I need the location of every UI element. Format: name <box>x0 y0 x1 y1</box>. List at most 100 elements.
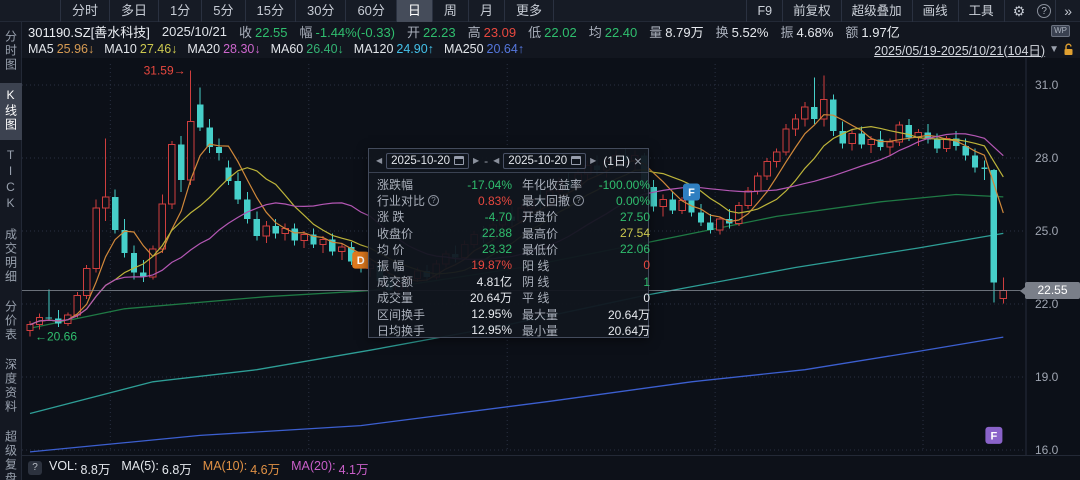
toolbar-f9[interactable]: F9 <box>746 0 782 22</box>
date-to-prev-button[interactable]: ◀ <box>493 156 500 165</box>
calendar-icon <box>571 156 582 165</box>
toolbar-tools[interactable]: 工具 <box>957 0 1004 22</box>
toolbar-right-actions: F9 前复权 超级叠加 画线 工具 ⚙?» <box>746 0 1080 22</box>
info-change-value: -1.44%(-0.33) <box>315 24 396 40</box>
stat-label: 区间换手 <box>377 307 426 322</box>
footer-value: 4.1万 <box>338 462 369 477</box>
stat-value: 4.81亿 <box>476 275 512 290</box>
tab-daily[interactable]: 日 <box>396 0 433 22</box>
left-view-sidebar: 分时图 K线图 TICK 成交明细分价表深度资料超级复盘 <box>0 22 22 480</box>
svg-text:28.0: 28.0 <box>1035 151 1059 165</box>
stat-label: 最大量 <box>522 307 559 322</box>
svg-text:22.0: 22.0 <box>1035 297 1059 311</box>
sidebar-item-depth-info[interactable]: 深度资料 <box>3 358 18 414</box>
svg-text:D: D <box>357 255 365 267</box>
stat-label: 开盘价 <box>522 210 559 225</box>
toolbar-drawing[interactable]: 画线 <box>911 0 958 22</box>
stat-row: 振 幅 19.87% 阳 线 0 <box>377 257 650 273</box>
stock-code-name[interactable]: 301190.SZ[善水科技] <box>28 24 150 40</box>
date-to-next-button[interactable]: ▶ <box>590 156 597 165</box>
tab-minute[interactable]: 分时 <box>61 0 111 22</box>
ma-value-ma20: 28.30↓ <box>223 42 261 56</box>
stat-value: 0.83% <box>477 193 512 208</box>
stat-value: 12.95% <box>471 307 512 321</box>
svg-text:F: F <box>991 430 998 442</box>
ma-value-ma120: 24.90↑ <box>396 42 434 56</box>
sidebar-item-trade-detail[interactable]: 成交明细 <box>3 228 18 284</box>
ma-label-ma10: MA10 <box>104 42 137 56</box>
stat-row: 区间换手 12.95% 最大量 20.64万 <box>377 306 650 322</box>
question-circle-icon[interactable]: ? <box>573 195 585 207</box>
footer-value: 8.8万 <box>80 462 111 477</box>
tab-60min[interactable]: 60分 <box>346 0 397 22</box>
sidebar-item-price-table[interactable]: 分价表 <box>3 300 18 342</box>
tab-weekly[interactable]: 周 <box>433 0 469 22</box>
gear-icon[interactable]: ⚙ <box>1003 0 1034 22</box>
dropdown-arrow-icon[interactable]: ▼ <box>1049 43 1059 55</box>
chevrons-right-icon[interactable]: » <box>1055 0 1080 22</box>
stat-value: 20.64万 <box>607 307 650 322</box>
ma-value-ma5: 25.96↓ <box>56 42 95 56</box>
stat-value: -17.04% <box>467 177 512 192</box>
stat-label: 成交量 <box>377 291 414 306</box>
info-average-label: 均 <box>588 24 602 40</box>
stat-row: 行业对比? 0.83% 最大回撤? 0.00% <box>377 192 650 209</box>
toolbar-super-overlay[interactable]: 超级叠加 <box>840 0 912 22</box>
stat-row: 涨跌幅 -17.04% 年化收益率 -100.00% <box>377 176 650 193</box>
indicator-help-icon[interactable]: ? <box>28 461 42 475</box>
stat-value: 23.32 <box>481 242 512 257</box>
info-amount-value: 1.97亿 <box>861 24 900 40</box>
stat-value: 22.88 <box>481 226 512 241</box>
toolbar-forward-adjust[interactable]: 前复权 <box>782 0 841 22</box>
stat-value: 20.64万 <box>607 323 650 338</box>
stat-row: 涨 跌 -4.70 开盘价 27.50 <box>377 208 650 225</box>
event-marker-d <box>352 251 370 269</box>
help-icon[interactable]: ? <box>1037 3 1052 18</box>
date-to-picker[interactable]: 2025-10-20 <box>503 152 587 169</box>
info-close-label: 收 <box>238 24 252 40</box>
ma-label-ma20: MA20 <box>187 42 221 56</box>
event-marker-f <box>985 426 1003 444</box>
info-volume-value: 8.79万 <box>665 24 704 40</box>
stat-label: 振 幅 <box>377 258 405 273</box>
close-icon[interactable]: × <box>633 152 642 169</box>
stat-value: 1 <box>643 274 650 289</box>
tab-5min[interactable]: 5分 <box>202 0 246 22</box>
quote-fields: 收 22.55 幅 -1.44%(-0.33) 开 22.23 高 23.09 低 22.02 均 2… <box>239 22 912 41</box>
info-average-value: 22.40 <box>604 24 638 40</box>
footer-label: MA(10): <box>202 458 248 473</box>
tab-monthly[interactable]: 月 <box>469 0 505 22</box>
tab-more[interactable]: 更多 <box>505 0 554 22</box>
tab-30min[interactable]: 30分 <box>296 0 347 22</box>
info-amount-label: 额 <box>845 24 859 40</box>
stat-value: 0 <box>643 258 650 273</box>
sidebar-item-super-replay[interactable]: 超级复盘 <box>3 430 18 480</box>
ma-indicator-bar: MA5 25.96↓ MA10 27.46↓ MA20 28.30↓ MA60 26.40↓ M… <box>22 40 1080 58</box>
info-low-label: 低 <box>528 24 542 40</box>
tab-1min[interactable]: 1分 <box>159 0 203 22</box>
date-from-picker[interactable]: 2025-10-20 <box>386 152 469 169</box>
info-amplitude-label: 振 <box>780 24 794 40</box>
date-from-next-button[interactable]: ▶ <box>472 156 480 165</box>
date-from-value: 2025-10-20 <box>391 154 450 167</box>
stat-label: 阳 线 <box>522 258 550 273</box>
stat-value: 20.64万 <box>469 291 512 306</box>
lock-icon[interactable] <box>1063 43 1074 56</box>
current-price-badge: 22.55 <box>1020 282 1080 300</box>
date-range-selector[interactable]: 2025/05/19-2025/10/21(104日) <box>874 43 1046 58</box>
date-from-prev-button[interactable]: ◀ <box>376 156 383 165</box>
ma-label-ma250: MA250 <box>443 42 484 56</box>
footer-label: VOL: <box>49 458 78 473</box>
tab-15min[interactable]: 15分 <box>246 0 296 22</box>
stat-value: 27.54 <box>619 226 650 241</box>
sidebar-item-kline-chart[interactable]: K线图 <box>0 83 22 140</box>
question-circle-icon[interactable]: ? <box>428 195 440 207</box>
svg-text:F: F <box>688 187 695 199</box>
interval-stats-body: 涨跌幅 -17.04% 年化收益率 -100.00% 行业对比? 0.83% 最大回撤? 0.… <box>369 173 650 338</box>
sidebar-item-tick[interactable]: TICK <box>3 148 18 212</box>
footer-label: MA(5): <box>121 458 159 473</box>
tab-multiday[interactable]: 多日 <box>110 0 160 22</box>
sidebar-item-minute-chart[interactable]: 分时图 <box>3 30 18 72</box>
stat-value: 12.95% <box>471 323 512 338</box>
